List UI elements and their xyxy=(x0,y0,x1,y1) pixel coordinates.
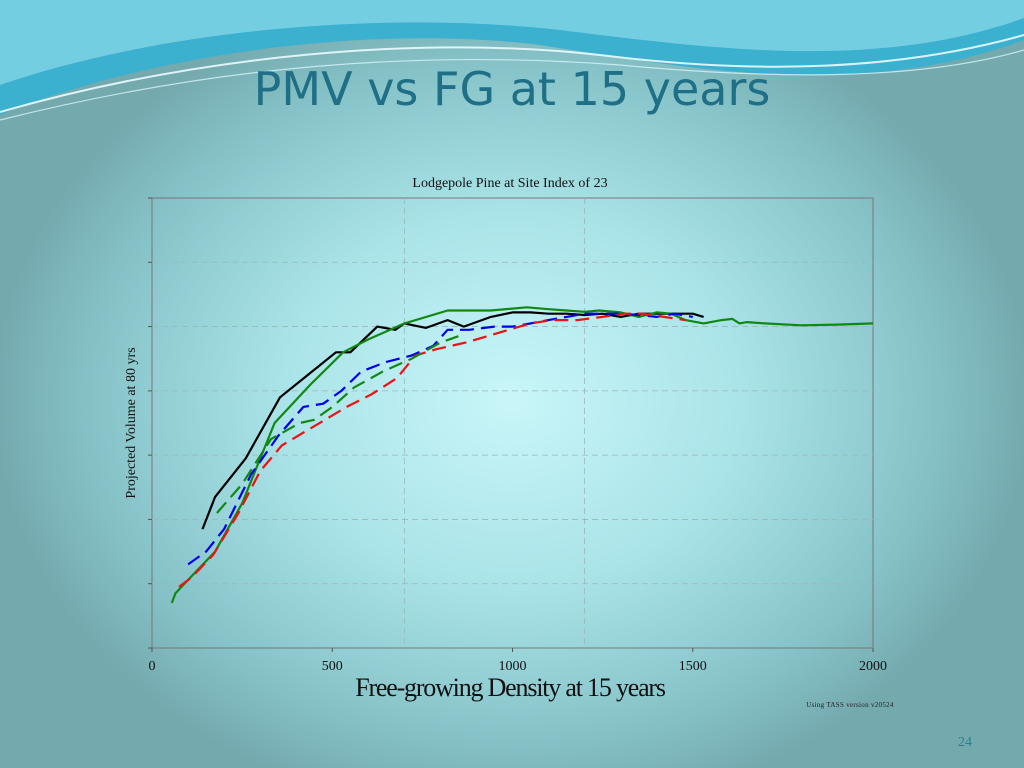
chart-title: Lodgepole Pine at Site Index of 23 xyxy=(412,176,608,191)
x-tick-label: 1000 xyxy=(499,659,527,674)
page-number: 24 xyxy=(958,735,972,750)
tass-version-note: Using TASS version v20524 xyxy=(806,701,894,709)
series-lines xyxy=(170,306,874,604)
plot-frame xyxy=(151,197,874,649)
wave-band-light xyxy=(0,0,1024,85)
axis-ticks: 0 500 1000 1500 2000 xyxy=(148,197,887,674)
x-tick-label: 2000 xyxy=(859,659,887,674)
x-tick-label: 0 xyxy=(149,659,156,674)
grid-lines xyxy=(152,198,873,648)
wave-line xyxy=(0,34,1024,113)
y-axis-label: Projected Volume at 80 yrs xyxy=(124,347,139,499)
x-axis-label: Free-growing Density at 15 years xyxy=(355,673,666,702)
series-line-solid-green xyxy=(170,306,874,604)
series-line-dashed-blue xyxy=(187,312,693,566)
slide-title: PMV vs FG at 15 years xyxy=(253,62,771,116)
series-line-dashed-red xyxy=(178,312,686,588)
x-tick-label: 1500 xyxy=(679,659,707,674)
header-wave-decoration xyxy=(0,0,1024,121)
series-line-dashed-green xyxy=(216,335,459,514)
x-tick-label: 500 xyxy=(322,659,343,674)
wave-line-2 xyxy=(0,49,1024,121)
